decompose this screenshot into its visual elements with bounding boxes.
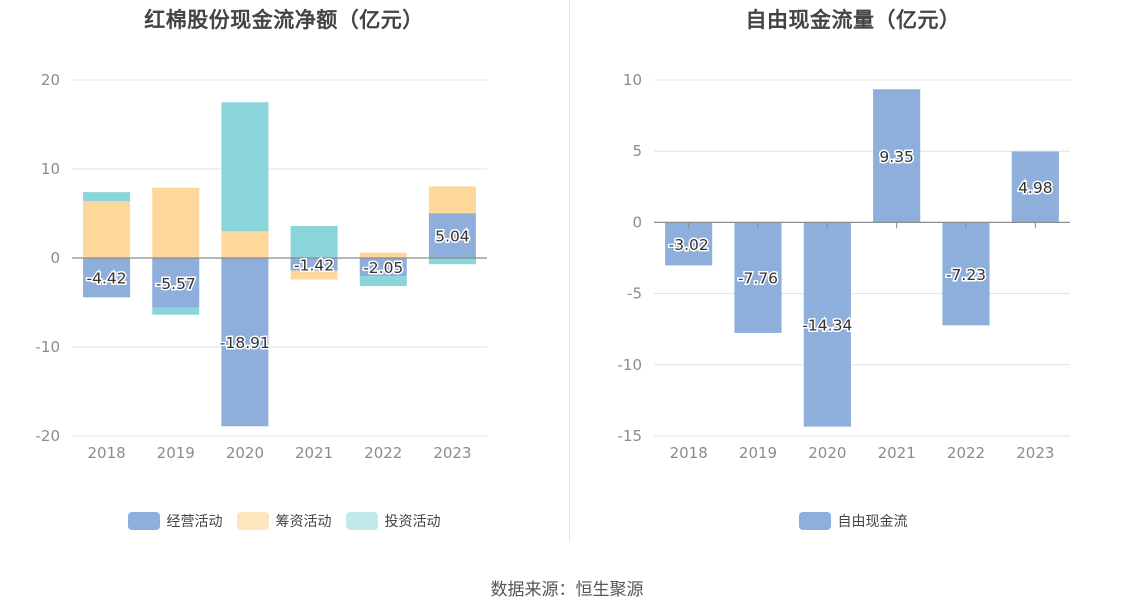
legend: 经营活动 筹资活动 投资活动 (0, 511, 568, 531)
free-cashflow-chart: 10 5 0 -5 -10 -15 2018 2019 2020 2021 2022 2023 -3.0… (618, 71, 1070, 462)
bar (152, 258, 200, 308)
x-tick-label: 2020 (226, 444, 264, 462)
bar (290, 258, 338, 271)
chart-title: 自由现金流量（亿元） (745, 8, 961, 32)
data-label: -2.05 (363, 259, 403, 277)
data-label: -7.23 (946, 266, 986, 284)
x-tick-label: 2019 (739, 444, 777, 462)
bar (665, 222, 713, 266)
y-tick-label: -15 (618, 427, 643, 445)
y-tick-label: 10 (41, 160, 60, 178)
y-tick-label: 5 (632, 142, 642, 160)
x-tick-label: 2022 (364, 444, 402, 462)
bar (152, 307, 200, 315)
x-tick-label: 2023 (1016, 444, 1054, 462)
data-label: -7.76 (738, 270, 778, 288)
legend-item-investing[interactable]: 投资活动 (345, 511, 441, 531)
data-label: 9.35 (879, 148, 914, 166)
bar (803, 222, 851, 427)
x-tick-label: 2018 (87, 444, 125, 462)
panel-divider (569, 0, 570, 542)
legend-swatch-operating (127, 512, 160, 530)
data-label: -4.42 (87, 270, 127, 288)
bar (83, 258, 131, 298)
data-label: -18.91 (220, 334, 270, 352)
free-cashflow-chart-panel: 自由现金流量（亿元） 10 5 0 -5 -10 -15 2018 2019 2020 2021 2… (572, 0, 1134, 545)
bar (290, 225, 338, 258)
cashflow-chart-panel: 红棉股份现金流净额（亿元） 20 10 0 -10 -20 2018 2019 2020 202… (0, 0, 568, 545)
bar (428, 213, 476, 258)
legend-item-operating[interactable]: 经营活动 (127, 511, 223, 531)
bar (873, 89, 921, 223)
legend-label: 投资活动 (384, 514, 441, 530)
y-tick-label: -10 (618, 356, 643, 374)
x-tick-label: 2019 (157, 444, 195, 462)
y-tick-label: 10 (623, 71, 642, 89)
x-tick-label: 2020 (808, 444, 846, 462)
data-label: -14.34 (802, 317, 852, 335)
bar (221, 231, 269, 258)
chart-title: 红棉股份现金流净额（亿元） (144, 8, 424, 32)
bar (359, 258, 407, 277)
y-tick-label: -20 (36, 427, 61, 445)
legend-swatch-free-cashflow (798, 512, 831, 530)
bar (428, 186, 476, 214)
bar (1011, 151, 1059, 223)
legend-label: 自由现金流 (837, 514, 908, 530)
bar (942, 222, 990, 326)
y-tick-label: 0 (50, 249, 60, 267)
legend-label: 筹资活动 (275, 514, 332, 530)
bar (221, 102, 269, 232)
legend-swatch-investing (345, 512, 378, 530)
bar (359, 276, 407, 287)
bar (83, 192, 131, 202)
bar (428, 258, 476, 265)
data-label: 4.98 (1018, 179, 1053, 197)
bar (734, 222, 782, 333)
x-tick-label: 2018 (670, 444, 708, 462)
bar (221, 258, 269, 427)
y-tick-label: 20 (41, 71, 60, 89)
legend-label: 经营活动 (166, 514, 223, 530)
legend-item-free-cashflow[interactable]: 自由现金流 (798, 511, 908, 531)
data-label: -3.02 (669, 236, 709, 254)
bar (290, 270, 338, 280)
data-label: -1.42 (294, 256, 334, 274)
bar (83, 201, 131, 258)
cashflow-chart: 20 10 0 -10 -20 2018 2019 2020 2021 2022 2023 -4.42… (36, 71, 487, 462)
x-tick-label: 2021 (878, 444, 916, 462)
legend: 自由现金流 (572, 511, 1134, 531)
y-tick-label: 0 (632, 213, 642, 231)
x-tick-label: 2023 (433, 444, 471, 462)
legend-swatch-financing (236, 512, 269, 530)
data-label: -5.57 (156, 275, 196, 293)
x-tick-label: 2021 (295, 444, 333, 462)
y-tick-label: -10 (36, 338, 61, 356)
bar (359, 252, 407, 258)
y-tick-label: -5 (627, 285, 642, 303)
data-label: 5.04 (435, 228, 470, 246)
x-tick-label: 2022 (947, 444, 985, 462)
data-source-note: 数据来源：恒生聚源 (490, 580, 644, 600)
legend-item-financing[interactable]: 筹资活动 (236, 511, 332, 531)
bar (152, 187, 200, 258)
